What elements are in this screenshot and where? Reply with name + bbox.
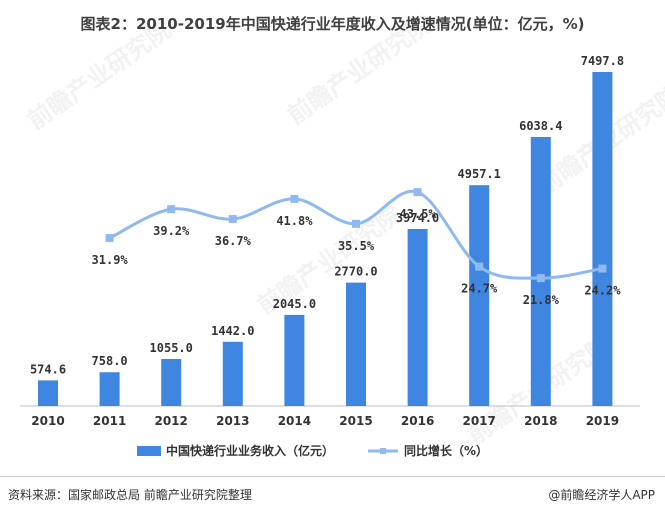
- x-tick-label: 2013: [216, 414, 249, 428]
- bar: [161, 359, 182, 406]
- bar: [592, 72, 613, 406]
- growth-value-label: 31.9%: [92, 253, 129, 267]
- brand-note: @前瞻经济学人APP: [548, 488, 655, 502]
- source-note: 资料来源：国家邮政总局 前瞻产业研究院整理: [8, 488, 252, 502]
- bar-data-labels: 574.6 758.0 1055.0 1442.0 2045.0 2770.0 3974.0…: [30, 54, 624, 376]
- growth-value-label: 35.5%: [338, 239, 375, 253]
- legend-bar-swatch: [137, 446, 161, 456]
- bar-value-label: 7497.8: [581, 54, 624, 68]
- line-marker: [475, 262, 484, 271]
- x-tick-label: 2012: [154, 414, 187, 428]
- bar: [38, 380, 58, 406]
- x-tick-label: 2011: [93, 414, 126, 428]
- growth-value-label: 24.2%: [584, 284, 621, 298]
- legend-line-label: 同比增长（%）: [404, 443, 488, 458]
- bar-value-label: 2770.0: [334, 265, 377, 279]
- line-marker: [290, 194, 299, 203]
- line-marker: [352, 219, 360, 228]
- growth-value-label: 43.5%: [400, 207, 437, 221]
- watermark-text: 前瞻产业研究院: [22, 16, 176, 135]
- bar: [99, 372, 120, 406]
- bar: [407, 228, 428, 406]
- growth-value-label: 21.8%: [523, 293, 560, 307]
- legend: 中国快递行业业务收入（亿元） 同比增长（%）: [137, 443, 488, 458]
- line-marker: [228, 215, 237, 224]
- legend-bar-label: 中国快递行业业务收入（亿元）: [166, 443, 334, 458]
- growth-value-label: 41.8%: [276, 214, 313, 228]
- growth-value-label: 24.7%: [461, 282, 498, 296]
- watermark-text: 前瞻产业研究院: [282, 11, 436, 130]
- bar-value-label: 3974.0: [396, 211, 439, 225]
- bar-value-label: 758.0: [92, 354, 128, 368]
- x-tick-label: 2016: [401, 414, 434, 428]
- x-tick-label: 2014: [278, 414, 311, 428]
- line-marker: [413, 188, 422, 197]
- bar-value-label: 1442.0: [211, 324, 254, 338]
- line-marker: [598, 264, 607, 273]
- footer-divider: [0, 476, 665, 477]
- x-axis-tick-labels: 2010 2011 2012 2013 2014 2015 2016 2017 2018 2019: [31, 414, 619, 428]
- line-marker: [105, 234, 114, 243]
- bar-value-label: 1055.0: [150, 341, 193, 355]
- x-tick-label: 2015: [339, 414, 372, 428]
- growth-data-labels: 31.9% 39.2% 36.7% 41.8% 35.5% 43.5% 24.7% 21.8%…: [92, 207, 622, 307]
- bar: [284, 314, 305, 406]
- bar-series: [38, 72, 613, 406]
- line-marker: [167, 205, 176, 214]
- bar-value-label: 4957.1: [458, 167, 501, 181]
- x-tick-label: 2010: [31, 414, 64, 428]
- growth-value-label: 39.2%: [153, 224, 190, 238]
- legend-line-marker: [380, 448, 386, 454]
- x-tick-label: 2018: [524, 414, 557, 428]
- growth-value-label: 36.7%: [215, 234, 252, 248]
- growth-line-markers: [105, 188, 607, 283]
- bar: [530, 137, 551, 406]
- bar: [222, 341, 243, 406]
- line-marker: [536, 274, 545, 283]
- bar-value-label: 6038.4: [519, 119, 562, 133]
- bar: [346, 282, 366, 406]
- bar-value-label: 2045.0: [273, 297, 316, 311]
- x-tick-label: 2019: [586, 414, 619, 428]
- chart-title: 图表2：2010-2019年中国快递行业年度收入及增速情况(单位：亿元，%): [80, 15, 585, 33]
- x-tick-label: 2017: [462, 414, 495, 428]
- bar-value-label: 574.6: [30, 362, 66, 376]
- bar: [469, 185, 490, 406]
